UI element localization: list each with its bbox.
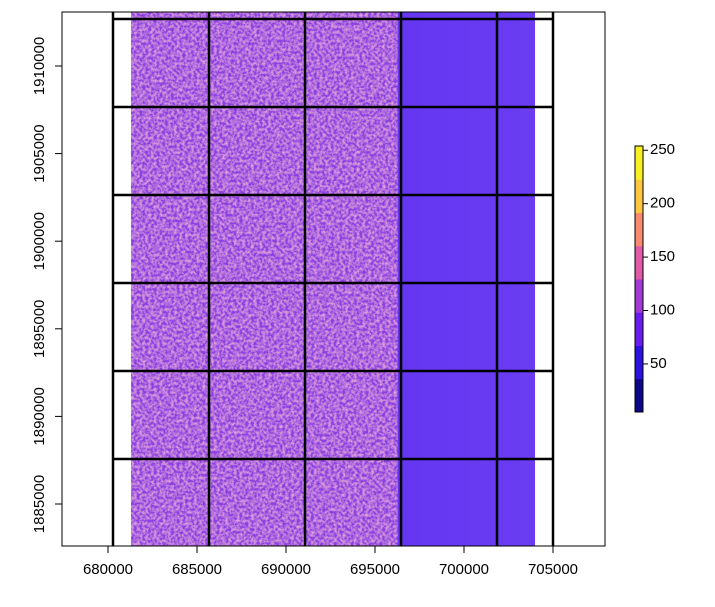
x-tick-label: 685000	[172, 561, 222, 578]
overlay: 680000 685000 690000 695000 700000 705000 1885…	[31, 11, 675, 578]
colorbar-segment	[635, 245, 643, 280]
colorbar-tick-label: 100	[650, 301, 675, 318]
colorbar-tick-label: 250	[650, 141, 675, 158]
colorbar-segment	[635, 179, 643, 213]
colorbar-tick-label: 200	[650, 195, 675, 212]
y-tick-label: 1890000	[31, 387, 48, 445]
x-tick-label: 705000	[528, 561, 578, 578]
colorbar-segment	[635, 378, 643, 413]
x-tick-label: 690000	[261, 561, 311, 578]
y-tick-label: 1895000	[31, 300, 48, 358]
y-tick-label: 1900000	[31, 212, 48, 270]
y-tick-label: 1910000	[31, 37, 48, 95]
colorbar-tick-label: 50	[650, 355, 667, 372]
colorbar-segment	[635, 279, 643, 313]
y-tick-label: 1885000	[31, 475, 48, 533]
x-tick-label: 700000	[439, 561, 489, 578]
y-tick-label: 1905000	[31, 124, 48, 182]
colorbar-tick-label: 150	[650, 248, 675, 265]
colorbar-segment	[635, 146, 643, 180]
colorbar-frame	[634, 145, 644, 413]
plot-frame	[61, 11, 606, 547]
colorbar-segment	[635, 312, 643, 346]
colorbar-segment	[635, 345, 643, 380]
land	[130, 12, 398, 546]
colorbar-segment	[635, 212, 643, 247]
x-tick-label: 680000	[83, 561, 133, 578]
raster-image	[130, 12, 536, 546]
x-tick-label: 695000	[350, 561, 400, 578]
